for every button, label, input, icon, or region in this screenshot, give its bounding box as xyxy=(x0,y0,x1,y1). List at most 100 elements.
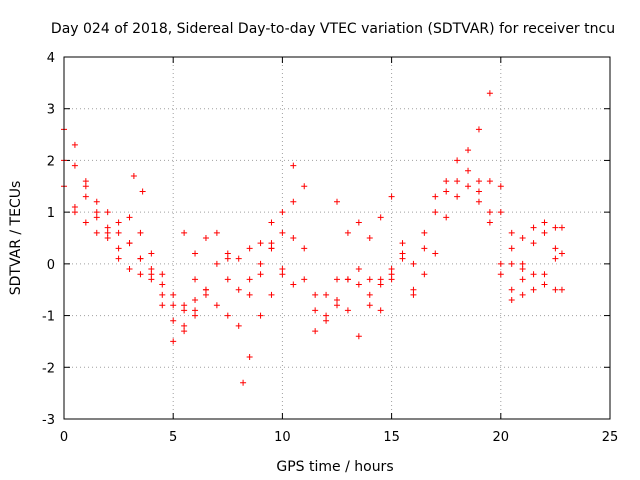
data-point xyxy=(519,260,526,267)
data-point xyxy=(475,198,482,205)
series-s3 xyxy=(61,183,199,319)
data-point xyxy=(159,291,166,298)
data-point xyxy=(334,276,340,283)
data-point xyxy=(443,188,450,195)
data-point xyxy=(137,255,144,262)
data-point xyxy=(486,219,493,226)
x-tick-label: 5 xyxy=(169,430,177,445)
data-point xyxy=(301,245,308,252)
data-point xyxy=(139,188,146,195)
data-point xyxy=(290,162,297,169)
data-point xyxy=(301,183,308,190)
data-point xyxy=(355,281,362,288)
data-point xyxy=(323,317,330,324)
data-point xyxy=(104,224,111,231)
data-point xyxy=(475,188,482,195)
data-point xyxy=(71,203,78,210)
data-point xyxy=(497,260,504,267)
data-point xyxy=(552,245,559,252)
data-point xyxy=(508,245,515,252)
data-point xyxy=(235,322,242,329)
data-point xyxy=(257,312,264,319)
data-point xyxy=(257,271,264,278)
data-point xyxy=(541,219,548,226)
data-point xyxy=(443,214,450,221)
data-point xyxy=(508,229,515,236)
data-point xyxy=(126,240,133,247)
data-point xyxy=(202,286,209,293)
data-point xyxy=(530,240,537,247)
data-point xyxy=(432,209,439,216)
grid xyxy=(64,57,610,419)
data-point xyxy=(486,209,493,216)
x-tick-label: 15 xyxy=(383,430,400,445)
data-point xyxy=(148,250,155,257)
data-point xyxy=(421,229,428,236)
data-point xyxy=(115,229,122,236)
data-point xyxy=(224,276,231,283)
series-s18 xyxy=(508,219,565,267)
data-point xyxy=(541,229,548,236)
data-point xyxy=(497,183,504,190)
data-point xyxy=(82,219,89,226)
data-point xyxy=(388,276,395,283)
data-point xyxy=(159,302,166,309)
data-point xyxy=(432,193,439,200)
data-point xyxy=(465,167,472,174)
data-point xyxy=(82,183,89,190)
data-point xyxy=(268,291,275,298)
data-point xyxy=(213,302,220,309)
data-point xyxy=(454,193,461,200)
data-point xyxy=(246,245,253,252)
data-point xyxy=(257,240,264,247)
data-point xyxy=(93,229,100,236)
data-point xyxy=(148,266,155,273)
data-point xyxy=(181,229,188,236)
x-axis-label: GPS time / hours xyxy=(276,459,393,475)
series-s16 xyxy=(421,183,526,304)
data-point xyxy=(126,266,133,273)
data-point xyxy=(454,157,461,164)
data-point xyxy=(93,209,100,216)
data-point xyxy=(279,229,286,236)
data-point xyxy=(377,281,384,288)
data-point xyxy=(213,260,220,267)
data-point xyxy=(323,291,330,298)
data-point xyxy=(519,266,526,273)
x-tick-label: 25 xyxy=(602,430,619,445)
data-points xyxy=(61,90,565,386)
data-point xyxy=(334,297,340,304)
data-point xyxy=(312,291,319,298)
data-point xyxy=(465,183,472,190)
data-point xyxy=(421,271,428,278)
data-point xyxy=(137,229,144,236)
data-point xyxy=(388,266,395,273)
data-point xyxy=(344,229,351,236)
data-point xyxy=(558,286,565,293)
data-point xyxy=(192,250,199,257)
data-point xyxy=(497,271,504,278)
data-point xyxy=(202,291,209,298)
data-point xyxy=(399,255,406,262)
plot-frame xyxy=(63,56,611,420)
data-point xyxy=(115,219,122,226)
data-point xyxy=(181,302,188,309)
data-point xyxy=(257,260,264,267)
data-point xyxy=(192,276,199,283)
data-point xyxy=(246,353,253,360)
data-point xyxy=(192,297,199,304)
data-point xyxy=(148,276,155,283)
data-point xyxy=(71,141,78,148)
series-s14 xyxy=(410,167,559,293)
data-point xyxy=(235,286,242,293)
data-point xyxy=(530,271,537,278)
data-point xyxy=(104,209,111,216)
series-s4 xyxy=(71,183,188,329)
series-s7 xyxy=(192,162,297,293)
data-point xyxy=(181,307,188,314)
data-point xyxy=(421,245,428,252)
data-point xyxy=(497,209,504,216)
data-point xyxy=(181,322,188,329)
data-point xyxy=(486,178,493,185)
